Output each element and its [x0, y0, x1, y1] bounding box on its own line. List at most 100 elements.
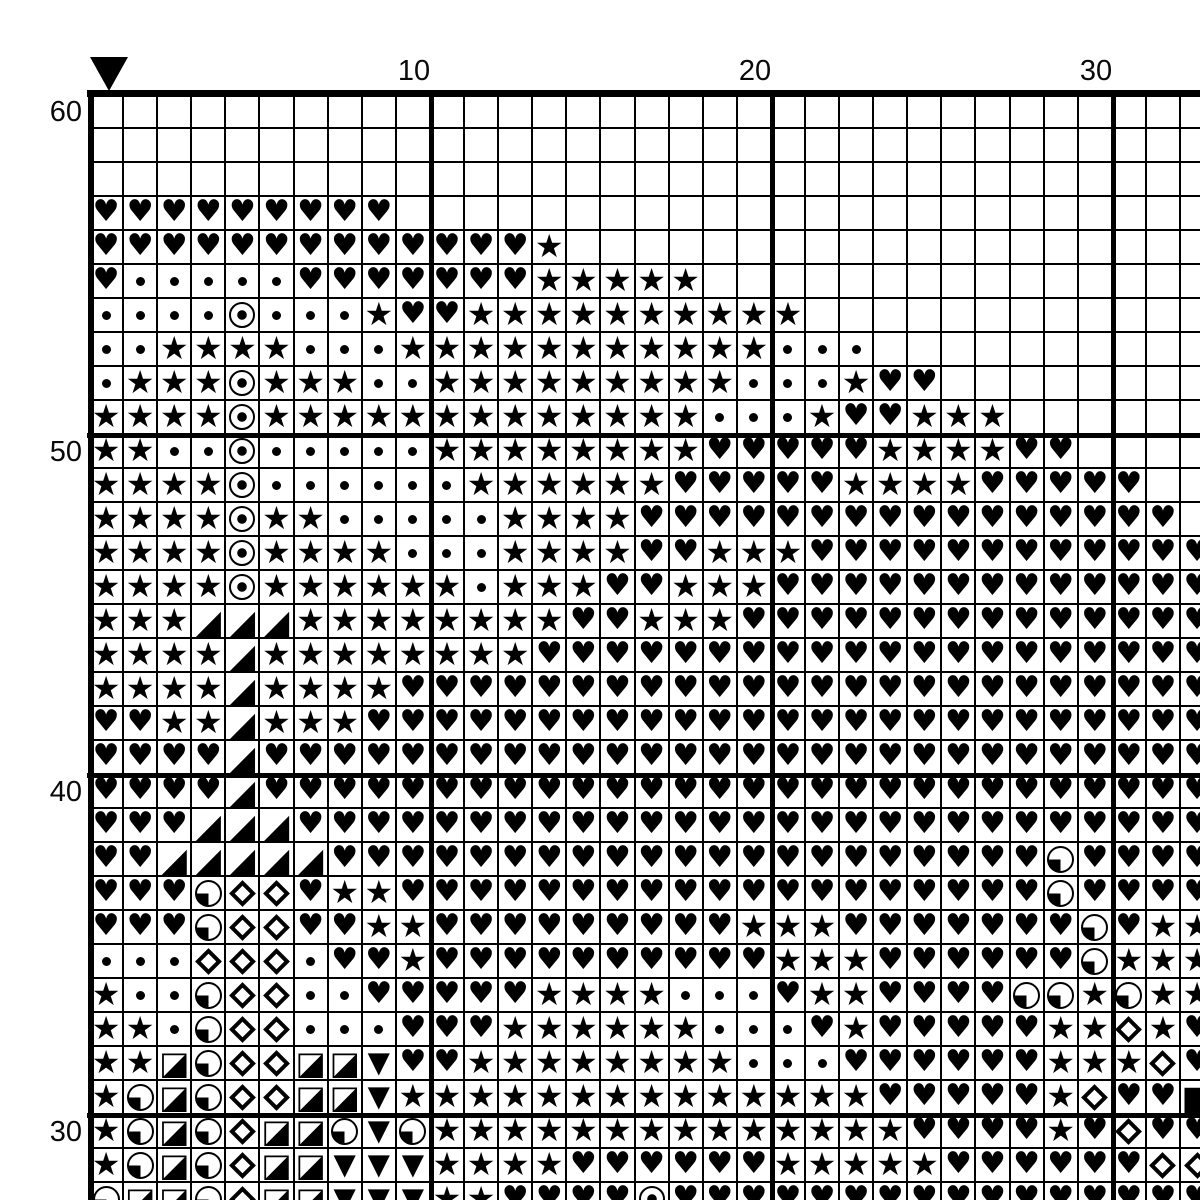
grid-cell-star: ★	[192, 468, 227, 503]
grid-cell-heart: ♥	[1011, 1183, 1045, 1200]
grid-cell-star: ★	[1044, 1080, 1079, 1115]
grid-cell-star: ★	[1044, 1114, 1079, 1149]
grid-cell-star: ★	[703, 366, 738, 401]
grid-cell-heart: ♥	[942, 1013, 977, 1047]
grid-cell-heart: ♥	[1010, 877, 1045, 911]
grid-cell-dot	[158, 435, 193, 469]
grid-cell-empty	[192, 95, 227, 129]
grid-cell-empty	[1078, 367, 1113, 401]
grid-cell-empty	[601, 197, 636, 231]
grid-cell-heart: ♥	[567, 1183, 602, 1200]
grid-cell-heart: ♥	[976, 1013, 1011, 1047]
grid-cell-empty	[908, 333, 943, 367]
grid-cell-star: ★	[601, 1012, 636, 1047]
grid-cell-heart: ♥	[771, 775, 806, 809]
grid-cell-dot	[260, 299, 295, 333]
grid-cell-star: ★	[362, 638, 397, 673]
grid-cell-heart: ♥	[1010, 707, 1045, 741]
grid-cell-star: ★	[1181, 978, 1200, 1013]
grid-cell-dot	[192, 265, 227, 299]
row-label-40: 40	[49, 776, 82, 808]
grid-cell-star: ★	[328, 570, 363, 605]
grid-cell-heart: ♥	[567, 843, 602, 877]
grid-cell-empty	[976, 197, 1011, 231]
grid-cell-heart: ♥	[1078, 639, 1113, 673]
grid-cell-black-square: ■	[1181, 1081, 1200, 1115]
grid-cell-heart: ♥	[1044, 571, 1079, 605]
grid-cell-heart: ♥	[771, 877, 806, 911]
grid-cell-star: ★	[328, 366, 363, 401]
grid-cell-empty	[226, 163, 261, 197]
grid-cell-triangle-lower-right: ◢	[260, 843, 295, 877]
grid-cell-star: ★	[158, 502, 193, 537]
grid-cell-heart: ♥	[703, 1149, 738, 1183]
grid-cell-star: ★	[158, 672, 193, 707]
grid-cell-heart: ♥	[430, 265, 466, 299]
grid-cell-diamond-outline	[226, 1081, 261, 1115]
grid-cell-dot	[90, 367, 125, 401]
grid-cell-star: ★	[669, 400, 704, 435]
grid-cell-heart: ♥	[840, 503, 875, 537]
grid-cell-star: ★	[260, 332, 295, 367]
grid-cell-heart: ♥	[396, 1013, 431, 1047]
grid-cell-star: ★	[499, 400, 534, 435]
grid-cell-star: ★	[124, 536, 159, 571]
grid-cell-star: ★	[567, 570, 602, 605]
grid-cell-empty	[430, 163, 466, 197]
grid-cell-quarter-circle-lower-left	[192, 1013, 227, 1047]
grid-cell-star: ★	[294, 400, 329, 435]
grid-cell-heart: ♥	[805, 673, 841, 707]
grid-cell-empty	[1078, 401, 1113, 435]
grid-cell-empty	[976, 367, 1011, 401]
grid-cell-star: ★	[430, 1080, 466, 1115]
grid-cell-heart: ♥	[1181, 843, 1200, 877]
grid-cell-dot	[840, 333, 875, 367]
grid-cell-heart: ♥	[192, 741, 227, 775]
grid-cell-heart: ♥	[499, 979, 534, 1013]
grid-cell-heart: ♥	[874, 1183, 909, 1200]
grid-cell-dot	[737, 1013, 772, 1047]
grid-cell-star: ★	[533, 502, 568, 537]
grid-cell-circled-dot	[226, 367, 261, 401]
grid-cell-heart: ♥	[1010, 639, 1045, 673]
grid-cell-star: ★	[601, 400, 636, 435]
grid-cell-heart: ♥	[805, 1013, 841, 1047]
grid-cell-heart: ♥	[976, 571, 1011, 605]
grid-cell-star: ★	[362, 910, 397, 945]
grid-cell-empty	[499, 129, 534, 163]
grid-cell-empty	[1146, 129, 1181, 163]
grid-cell-heart: ♥	[874, 809, 909, 843]
grid-cell-heart: ♥	[669, 741, 704, 775]
grid-cell-heart: ♥	[669, 843, 704, 877]
grid-cell-empty	[430, 95, 466, 129]
grid-cell-empty	[942, 367, 977, 401]
grid-cell-heart: ♥	[703, 741, 738, 775]
grid-cell-heart: ♥	[1044, 469, 1079, 503]
grid-cell-heart: ♥	[499, 1183, 534, 1200]
grid-cell-empty	[703, 265, 738, 299]
grid-cell-star: ★	[635, 366, 670, 401]
grid-cell-heart: ♥	[1146, 877, 1181, 911]
grid-cell-star: ★	[635, 604, 670, 639]
grid-cell-heart: ♥	[1112, 877, 1147, 911]
grid-cell-star: ★	[1078, 978, 1113, 1013]
grid-cell-empty	[1112, 95, 1147, 129]
grid-cell-star: ★	[124, 434, 159, 469]
grid-thick-line-col-20	[770, 90, 775, 1200]
grid-cell-quarter-circle-lower-left	[192, 1183, 227, 1200]
grid-cell-empty	[601, 231, 636, 265]
grid-cell-quarter-circle-lower-left	[192, 979, 227, 1013]
grid-cell-dot	[90, 945, 125, 979]
grid-cell-heart: ♥	[362, 775, 397, 809]
grid-cell-dot	[396, 503, 431, 537]
grid-cell-dot	[430, 503, 466, 537]
grid-cell-star: ★	[805, 1080, 841, 1115]
grid-cell-star: ★	[669, 604, 704, 639]
grid-cell-star: ★	[260, 570, 295, 605]
grid-cell-empty	[124, 95, 159, 129]
grid-cell-heart: ♥	[976, 537, 1011, 571]
grid-cell-star: ★	[499, 332, 534, 367]
grid-cell-heart: ♥	[805, 843, 841, 877]
grid-cell-diamond-outline	[226, 877, 261, 911]
grid-cell-heart: ♥	[976, 469, 1011, 503]
